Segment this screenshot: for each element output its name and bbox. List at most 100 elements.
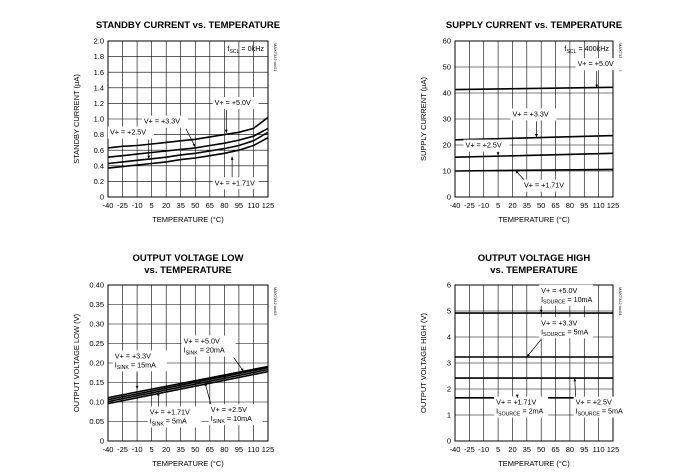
annotation-leader bbox=[204, 382, 212, 405]
y-tick-label: 0 bbox=[447, 193, 451, 202]
x-tick-label: 20 bbox=[508, 445, 516, 454]
y-tick-label: 0.15 bbox=[89, 378, 104, 387]
annotation-label: V+ = +1.71V bbox=[215, 178, 255, 187]
chart-title: vs. TEMPERATURE bbox=[490, 265, 577, 276]
annotation-label: V+ = +2.5V bbox=[466, 141, 502, 150]
x-tick-label: 50 bbox=[537, 445, 545, 454]
x-tick-label: 125 bbox=[262, 445, 275, 454]
chart-2: SUPPLY CURRENT vs. TEMPERATURE -40 -25 -10 5… bbox=[419, 20, 623, 224]
chart-title: OUTPUT VOLTAGE LOW bbox=[133, 253, 244, 264]
x-tick-label: 35 bbox=[523, 201, 531, 210]
y-tick-label: 0.05 bbox=[89, 417, 104, 426]
chart-title: vs. TEMPERATURE bbox=[144, 265, 231, 276]
annotation-background bbox=[463, 139, 510, 152]
y-axis-label: OUTPUT VOLTAGE HIGH (V) bbox=[419, 312, 428, 413]
x-tick-label: 125 bbox=[607, 445, 620, 454]
x-tick-label: -25 bbox=[464, 201, 475, 210]
figure-code: MAX7322 toc02 bbox=[618, 43, 623, 72]
x-tick-label: 35 bbox=[523, 445, 531, 454]
annotation-label: V+ = +1.71V bbox=[524, 181, 564, 190]
annotation-background bbox=[112, 350, 167, 372]
x-tick-label: 95 bbox=[580, 201, 588, 210]
plot-frame bbox=[454, 284, 614, 442]
annotation-arrowhead bbox=[595, 84, 599, 88]
annotation-label: V+ = +3.3V bbox=[541, 318, 577, 327]
annotation-arrowhead bbox=[192, 143, 196, 148]
y-tick-label: 20 bbox=[443, 141, 451, 150]
annotation-arrowhead bbox=[496, 152, 500, 156]
series-line-4 bbox=[107, 370, 269, 405]
x-tick-label: -25 bbox=[117, 201, 128, 210]
annotation-arrowhead bbox=[515, 170, 519, 174]
y-axis-label: SUPPLY CURRENT (µA) bbox=[419, 77, 428, 161]
y-tick-label: 40 bbox=[443, 89, 451, 98]
y-tick-label: 0.6 bbox=[94, 146, 104, 155]
x-tick-label: -40 bbox=[103, 201, 114, 210]
series-line-2 bbox=[107, 366, 269, 401]
figure-code: MAX7322 toc03 bbox=[273, 287, 278, 316]
x-tick-label: 5 bbox=[496, 201, 500, 210]
x-tick-label: -10 bbox=[478, 201, 489, 210]
chart-title: SUPPLY CURRENT vs. TEMPERATURE bbox=[446, 20, 622, 31]
y-tick-label: 0.8 bbox=[94, 130, 104, 139]
annotation-leader bbox=[526, 339, 542, 358]
annotation-background bbox=[539, 284, 594, 306]
condition-label: fSCL = 400kHz bbox=[564, 44, 609, 55]
annotation-arrowhead bbox=[204, 382, 208, 386]
annotation-label: V+ = +2.5V bbox=[211, 405, 247, 414]
y-tick-label: 0.30 bbox=[89, 320, 104, 329]
x-tick-label: -10 bbox=[478, 445, 489, 454]
x-tick-label: 80 bbox=[566, 445, 574, 454]
x-tick-label: 35 bbox=[177, 201, 185, 210]
x-tick-label: 50 bbox=[191, 445, 199, 454]
annotation-label: V+ = +1.71V bbox=[496, 398, 536, 407]
annotation-background bbox=[212, 96, 259, 109]
annotation-label: V+ = +3.3V bbox=[144, 117, 180, 126]
y-tick-label: 0.4 bbox=[94, 161, 104, 170]
y-tick-label: 1.0 bbox=[94, 115, 104, 124]
x-tick-label: 110 bbox=[593, 201, 605, 210]
annotation-leader bbox=[185, 128, 196, 148]
annotation-background bbox=[107, 126, 154, 139]
plot-frame bbox=[454, 40, 614, 198]
y-axis-label: OUTPUT VOLTAGE LOW (V) bbox=[72, 313, 81, 412]
x-tick-label: 20 bbox=[508, 201, 516, 210]
annotation-label: V+ = +1.71V bbox=[150, 407, 190, 416]
annotation-label: V+ = +2.5V bbox=[110, 128, 146, 137]
y-tick-label: 4 bbox=[447, 333, 451, 342]
x-axis-label: TEMPERATURE (°C) bbox=[498, 459, 570, 468]
x-tick-label: 5 bbox=[150, 201, 154, 210]
annotation-label-current: ISINK = 15mA bbox=[115, 360, 156, 371]
y-tick-label: 0.2 bbox=[94, 177, 104, 186]
annotation-background bbox=[494, 396, 549, 418]
x-tick-label: 20 bbox=[162, 445, 170, 454]
y-axis-label: STANDBY CURRENT (µA) bbox=[72, 74, 81, 164]
x-tick-label: 95 bbox=[235, 201, 243, 210]
annotation-arrowhead bbox=[147, 155, 151, 159]
annotation-label-current: ISINK = 5mA bbox=[150, 416, 187, 427]
annotation-background bbox=[539, 317, 594, 339]
x-tick-label: 80 bbox=[220, 201, 228, 210]
annotation-background bbox=[212, 177, 259, 190]
y-tick-label: 10 bbox=[443, 167, 451, 176]
y-tick-label: 0.20 bbox=[89, 359, 104, 368]
y-tick-label: 0.40 bbox=[89, 281, 104, 290]
x-axis-label: TEMPERATURE (°C) bbox=[498, 215, 570, 224]
annotation-background bbox=[208, 404, 263, 426]
annotation-label: V+ = +5.0V bbox=[578, 59, 614, 68]
y-tick-label: 0 bbox=[100, 437, 104, 446]
y-tick-label: 30 bbox=[443, 115, 451, 124]
x-tick-label: 65 bbox=[551, 445, 559, 454]
plot-frame bbox=[107, 284, 269, 442]
series-line-3 bbox=[107, 368, 269, 403]
figure-code: MAX7322 toc01 bbox=[273, 43, 278, 72]
annotation-arrowhead bbox=[224, 129, 228, 133]
annotation-label-current: ISOURCE = 10mA bbox=[541, 295, 592, 306]
annotation-label-current: ISOURCE = 5mA bbox=[576, 407, 623, 418]
x-tick-label: 5 bbox=[150, 445, 154, 454]
y-tick-label: 0 bbox=[100, 193, 104, 202]
series-line-2 bbox=[107, 127, 269, 158]
annotation-background bbox=[181, 335, 236, 357]
